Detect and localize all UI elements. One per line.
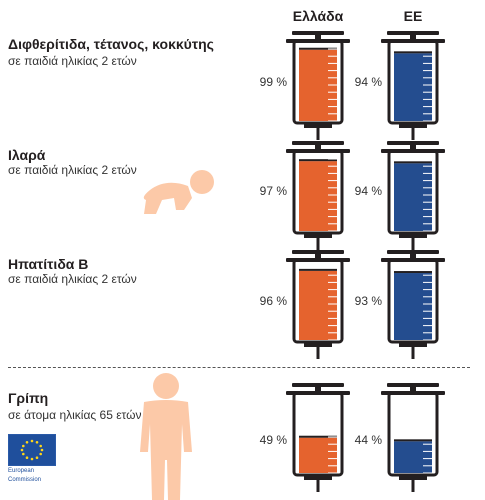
syringe-greece-hepatitis-b-needle [316, 347, 320, 359]
syringe-greece-measles-fill [299, 161, 337, 231]
syringe-greece-diphtheria-plunger [292, 31, 344, 35]
logo-text-line2: Commission [8, 477, 42, 483]
value-label-greece-influenza: 49 % [259, 433, 287, 447]
syringe-eu-hepatitis-b-shoulder [399, 342, 427, 347]
syringe-eu-hepatitis-b-needle [411, 347, 415, 359]
row-subtitle-measles: σε παιδιά ηλικίας 2 ετών [8, 163, 137, 177]
logo-text-line1: European [8, 468, 35, 474]
value-label-greece-diphtheria: 99 % [259, 75, 287, 89]
syringe-eu-influenza-needle [411, 480, 415, 492]
section-divider [8, 367, 470, 368]
row-title-hepatitis-b: Ηπατίτιδα Β [8, 256, 89, 272]
crawling-baby-icon [143, 170, 214, 214]
syringe-greece-measles-needle [316, 238, 320, 250]
syringe-eu-measles-plunger [387, 141, 439, 145]
syringe-greece-diphtheria-needle [316, 128, 320, 140]
column-header-eu: ΕΕ [403, 8, 423, 24]
syringe-greece-influenza-plunger [292, 383, 344, 387]
syringe-eu-measles-fill [394, 163, 432, 231]
syringe-eu-diphtheria-shoulder [399, 123, 427, 128]
syringe-eu-influenza-stopper [394, 439, 432, 442]
syringe-eu-measles-shoulder [399, 233, 427, 238]
syringe-eu-influenza-plunger [387, 383, 439, 387]
syringe-greece-influenza-stopper [299, 435, 337, 438]
syringe-greece-hepatitis-b-plunger [292, 250, 344, 254]
syringe-greece-diphtheria-stopper [299, 47, 337, 50]
syringe-greece-influenza-fill [299, 437, 337, 473]
syringe-greece-measles-shoulder [304, 233, 332, 238]
syringe-eu-influenza-fill [394, 441, 432, 473]
european-commission-logo: European Commission [8, 434, 58, 490]
value-label-eu-hepatitis-b: 93 % [354, 294, 382, 308]
syringe-eu-measles-stopper [394, 161, 432, 164]
syringe-greece-measles-stopper [299, 159, 337, 162]
value-label-greece-hepatitis-b: 96 % [259, 294, 287, 308]
syringe-greece-influenza-needle [316, 480, 320, 492]
syringe-eu-diphtheria-plunger [387, 31, 439, 35]
syringe-eu-diphtheria-fill [394, 53, 432, 121]
syringe-eu-influenza-shoulder [399, 475, 427, 480]
value-label-eu-diphtheria: 94 % [354, 75, 382, 89]
row-subtitle-hepatitis-b: σε παιδιά ηλικίας 2 ετών [8, 272, 137, 286]
value-label-eu-influenza: 44 % [354, 433, 382, 447]
syringe-greece-influenza-shoulder [304, 475, 332, 480]
syringe-greece-diphtheria-shoulder [304, 123, 332, 128]
syringe-greece-hepatitis-b-stopper [299, 268, 337, 271]
syringe-eu-measles-needle [411, 238, 415, 250]
value-label-greece-measles: 97 % [259, 184, 287, 198]
syringe-greece-measles-plunger [292, 141, 344, 145]
person-icon [140, 373, 192, 500]
syringe-eu-diphtheria-needle [411, 128, 415, 140]
syringe-eu-hepatitis-b-stopper [394, 271, 432, 274]
syringe-eu-hepatitis-b-plunger [387, 250, 439, 254]
row-title-influenza: Γρίπη [8, 390, 49, 406]
row-title-measles: Ιλαρά [8, 147, 46, 163]
row-title-diphtheria: Διφθερίτιδα, τέτανος, κοκκύτης [8, 36, 214, 52]
syringe-eu-diphtheria-stopper [394, 51, 432, 54]
row-subtitle-diphtheria: σε παιδιά ηλικίας 2 ετών [8, 54, 137, 68]
value-label-eu-measles: 94 % [354, 184, 382, 198]
syringe-eu-hepatitis-b-fill [394, 273, 432, 340]
row-subtitle-influenza: σε άτομα ηλικίας 65 ετών και άνω [8, 408, 186, 422]
eu-flag-icon [8, 434, 56, 466]
syringe-greece-hepatitis-b-fill [299, 270, 337, 340]
column-header-greece: Ελλάδα [292, 8, 344, 24]
syringe-greece-hepatitis-b-shoulder [304, 342, 332, 347]
